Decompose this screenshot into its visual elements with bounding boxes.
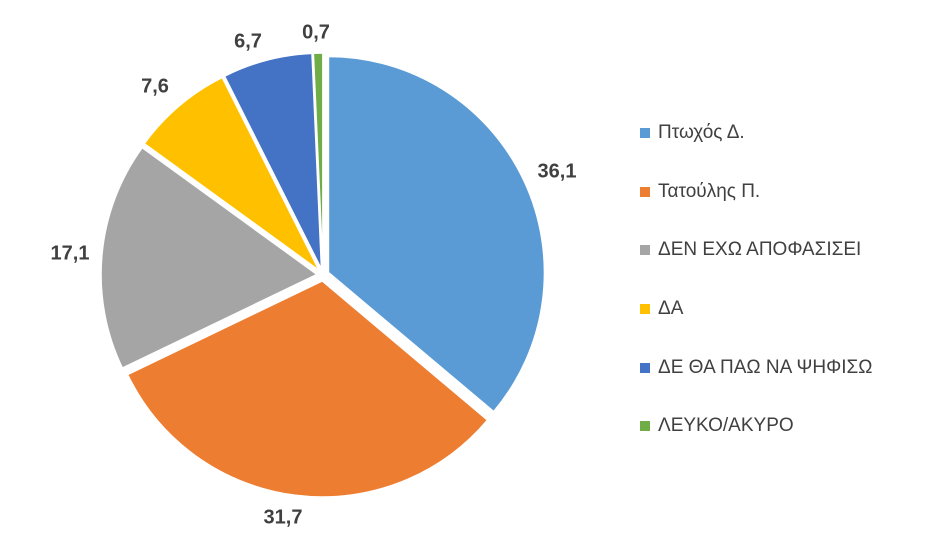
legend-item-1: Πτωχός Δ.	[640, 104, 920, 163]
pie-slice-4	[143, 76, 320, 272]
data-label-1: 36,1	[538, 160, 577, 182]
legend-label-3: ΔΕΝ ΕΧΩ ΑΠΟΦΑΣΙΣΕΙ	[658, 239, 862, 261]
data-label-3: 17,1	[51, 242, 90, 264]
legend-label-1: Πτωχός Δ.	[658, 122, 745, 144]
legend-label-4: ΔΑ	[658, 298, 684, 320]
legend-swatch-3	[640, 245, 650, 256]
legend-item-4: ΔΑ	[640, 280, 920, 339]
chart-legend: Πτωχός Δ. Τατούλης Π. ΔΕΝ ΕΧΩ ΑΠΟΦΑΣΙΣΕΙ ΔΑ…	[640, 104, 920, 456]
legend-swatch-6	[640, 421, 650, 432]
data-label-2: 31,7	[264, 506, 303, 528]
data-label-6: 0,7	[302, 21, 330, 43]
pie-slice-6	[312, 52, 324, 270]
legend-item-3: ΔΕΝ ΕΧΩ ΑΠΟΦΑΣΙΣΕΙ	[640, 221, 920, 280]
legend-item-5: ΔΕ ΘΑ ΠΑΩ ΝΑ ΨΗΦΙΣΩ	[640, 338, 920, 397]
legend-label-5: ΔΕ ΘΑ ΠΑΩ ΝΑ ΨΗΦΙΣΩ	[658, 356, 873, 378]
legend-swatch-5	[640, 362, 650, 373]
pie-slice-1	[327, 55, 546, 413]
pie-slice-5	[223, 52, 323, 270]
legend-swatch-1	[640, 128, 650, 139]
legend-swatch-4	[640, 304, 650, 315]
pie-slice-3	[100, 146, 319, 370]
legend-item-6: ΛΕΥΚΟ/ΑΚΥΡΟ	[640, 397, 920, 456]
legend-swatch-2	[640, 186, 650, 197]
legend-label-6: ΛΕΥΚΟ/ΑΚΥΡΟ	[658, 415, 794, 437]
data-label-4: 7,6	[141, 75, 169, 97]
data-label-5: 6,7	[234, 30, 262, 52]
legend-item-2: Τατούλης Π.	[640, 163, 920, 222]
legend-label-2: Τατούλης Π.	[658, 180, 761, 202]
pie-slice-2	[126, 280, 489, 498]
